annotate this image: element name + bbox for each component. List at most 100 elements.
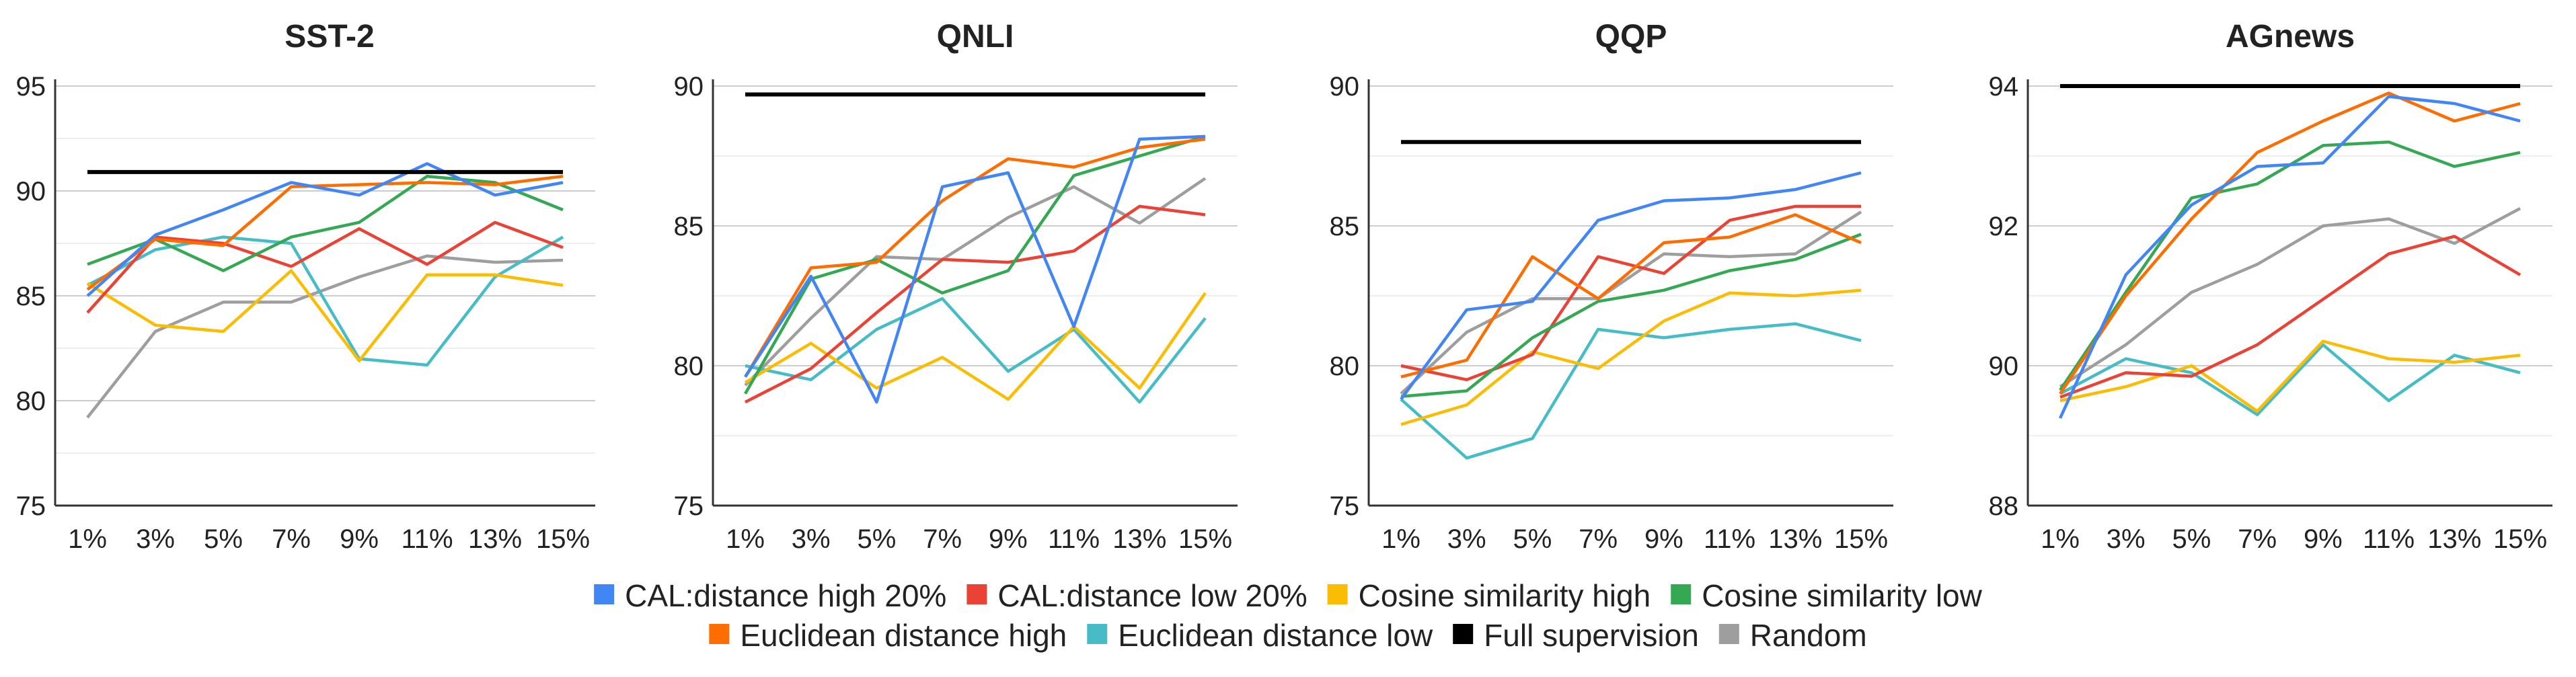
chart-title: SST-2 bbox=[285, 19, 374, 54]
chart-title: QNLI bbox=[937, 19, 1014, 54]
x-tick-label: 11% bbox=[1048, 524, 1100, 554]
series-line-euclidean-distance-high bbox=[2059, 91, 2521, 395]
series-line-cosine-similarity-high bbox=[86, 269, 564, 362]
y-tick-label: 95 bbox=[16, 72, 46, 102]
x-tick-label: 7% bbox=[923, 524, 962, 554]
x-tick-label: 5% bbox=[204, 524, 243, 554]
series-line-euclidean-distance-low bbox=[86, 235, 564, 367]
y-tick-label: 85 bbox=[674, 212, 704, 241]
y-tick-label: 90 bbox=[674, 72, 704, 102]
legend-item-euclidean-distance-high: Euclidean distance high bbox=[709, 618, 1067, 653]
series-line-cal-distance-low-20 bbox=[2059, 235, 2522, 399]
legend-swatch bbox=[1087, 624, 1108, 644]
legend-swatch bbox=[709, 624, 730, 644]
y-tick-label: 80 bbox=[1330, 352, 1360, 381]
chart-title: QQP bbox=[1595, 19, 1667, 54]
legend-swatch bbox=[1327, 584, 1348, 604]
y-tick-label: 92 bbox=[1989, 212, 2019, 241]
legend-item-cal-distance-high-20: CAL:distance high 20% bbox=[594, 578, 946, 613]
x-tick-label: 5% bbox=[1513, 524, 1552, 554]
chart-panels: SST-2 75 80 85 90 95 1% 3% 5% 7% 9% 11% 13% 15% QNLI 75… bbox=[16, 19, 2552, 554]
legend-label: Euclidean distance low bbox=[1118, 618, 1433, 653]
legend-swatch bbox=[967, 584, 987, 604]
series-line-euclidean-distance-high bbox=[86, 174, 564, 291]
x-tick-label: 15% bbox=[536, 524, 590, 554]
y-tick-label: 90 bbox=[1989, 352, 2019, 381]
x-tick-label: 5% bbox=[2172, 524, 2211, 554]
series-line-cosine-similarity-high bbox=[1400, 288, 1862, 426]
x-tick-label: 13% bbox=[1112, 524, 1166, 554]
chart-qqp: QQP 75 80 85 90 1% 3% 5% 7% 9% 11% 13% 15% bbox=[1330, 19, 1893, 554]
x-tick-label: 1% bbox=[1381, 524, 1420, 554]
x-tick-label: 13% bbox=[2427, 524, 2481, 554]
y-tick-label: 75 bbox=[1330, 491, 1360, 521]
series-line-euclidean-distance-low bbox=[745, 296, 1207, 404]
series-line-cal-distance-high-20 bbox=[1400, 171, 1862, 401]
x-tick-label: 7% bbox=[2238, 524, 2277, 554]
y-tick-label: 90 bbox=[1330, 72, 1360, 102]
series-line-cosine-similarity-high bbox=[744, 292, 1207, 401]
series-line-cal-distance-high-20 bbox=[744, 134, 1206, 404]
series-line-euclidean-distance-low bbox=[1400, 322, 1862, 460]
legend-swatch bbox=[1718, 624, 1739, 644]
legend-label: Random bbox=[1750, 618, 1867, 653]
y-tick-label: 80 bbox=[16, 387, 46, 416]
x-tick-label: 9% bbox=[2304, 524, 2343, 554]
series-line-cosine-similarity-low bbox=[2059, 140, 2521, 391]
series-line-cal-distance-high-20 bbox=[2058, 95, 2521, 419]
x-tick-label: 11% bbox=[401, 524, 453, 554]
legend-item-cal-distance-low-20: CAL:distance low 20% bbox=[967, 578, 1308, 613]
x-tick-label: 9% bbox=[1644, 524, 1683, 554]
y-tick-label: 94 bbox=[1989, 72, 2019, 102]
chart-agnews: AGnews 88 90 92 94 1% 3% 5% 7% 9% 11% 13% 15% bbox=[1989, 19, 2552, 554]
x-tick-label: 15% bbox=[2493, 524, 2547, 554]
legend-label: Cosine similarity low bbox=[1702, 578, 1982, 613]
chart-qnli: QNLI 75 80 85 90 1% 3% 5% 7% 9% 11% 13% 15% bbox=[674, 19, 1238, 554]
legend-label: Euclidean distance high bbox=[740, 618, 1067, 653]
x-tick-label: 15% bbox=[1834, 524, 1888, 554]
series-line-euclidean-distance-high bbox=[1400, 213, 1862, 379]
chart-sst-2: SST-2 75 80 85 90 95 1% 3% 5% 7% 9% 11% 13% 15% bbox=[16, 19, 595, 554]
y-tick-label: 75 bbox=[16, 491, 46, 521]
x-tick-label: 9% bbox=[340, 524, 379, 554]
series-line-random bbox=[744, 177, 1207, 387]
legend-item-full-supervision: Full supervision bbox=[1453, 618, 1699, 653]
legend-item-euclidean-distance-low: Euclidean distance low bbox=[1087, 618, 1433, 653]
x-tick-label: 5% bbox=[858, 524, 897, 554]
chart-title: AGnews bbox=[2226, 19, 2355, 54]
legend-swatch bbox=[594, 584, 615, 604]
x-tick-label: 13% bbox=[1768, 524, 1822, 554]
x-tick-label: 1% bbox=[68, 524, 107, 554]
legend-label: CAL:distance low 20% bbox=[997, 578, 1307, 613]
y-tick-label: 85 bbox=[16, 282, 46, 311]
x-tick-label: 3% bbox=[1447, 524, 1486, 554]
x-tick-label: 7% bbox=[272, 524, 311, 554]
x-tick-label: 13% bbox=[468, 524, 522, 554]
series-line-cal-distance-low-20 bbox=[86, 221, 564, 314]
legend-label: Full supervision bbox=[1484, 618, 1699, 653]
y-tick-label: 80 bbox=[674, 352, 704, 381]
y-tick-label: 85 bbox=[1330, 212, 1360, 241]
x-tick-label: 9% bbox=[989, 524, 1028, 554]
legend-label: Cosine similarity high bbox=[1359, 578, 1651, 613]
x-tick-label: 15% bbox=[1178, 524, 1232, 554]
legend-swatch bbox=[1671, 584, 1692, 604]
series-line-euclidean-distance-low bbox=[2059, 343, 2521, 417]
series-line-cosine-similarity-low bbox=[1400, 233, 1862, 399]
series-line-cosine-similarity-low bbox=[87, 174, 564, 272]
series-line-cal-distance-low-20 bbox=[1400, 204, 1861, 382]
y-tick-label: 75 bbox=[674, 491, 704, 521]
series-line-euclidean-distance-high bbox=[744, 137, 1206, 378]
x-tick-label: 3% bbox=[136, 524, 175, 554]
x-tick-label: 7% bbox=[1579, 524, 1618, 554]
series-line-random bbox=[1400, 210, 1862, 395]
legend-item-cosine-similarity-low: Cosine similarity low bbox=[1671, 578, 1983, 613]
series-line-cal-distance-low-20 bbox=[744, 204, 1206, 404]
x-tick-label: 1% bbox=[726, 524, 765, 554]
y-tick-label: 90 bbox=[16, 177, 46, 206]
x-tick-label: 11% bbox=[2363, 524, 2415, 554]
y-tick-label: 88 bbox=[1989, 491, 2019, 521]
legend-swatch bbox=[1453, 624, 1474, 644]
x-tick-label: 1% bbox=[2041, 524, 2080, 554]
legend-label: CAL:distance high 20% bbox=[625, 578, 946, 613]
